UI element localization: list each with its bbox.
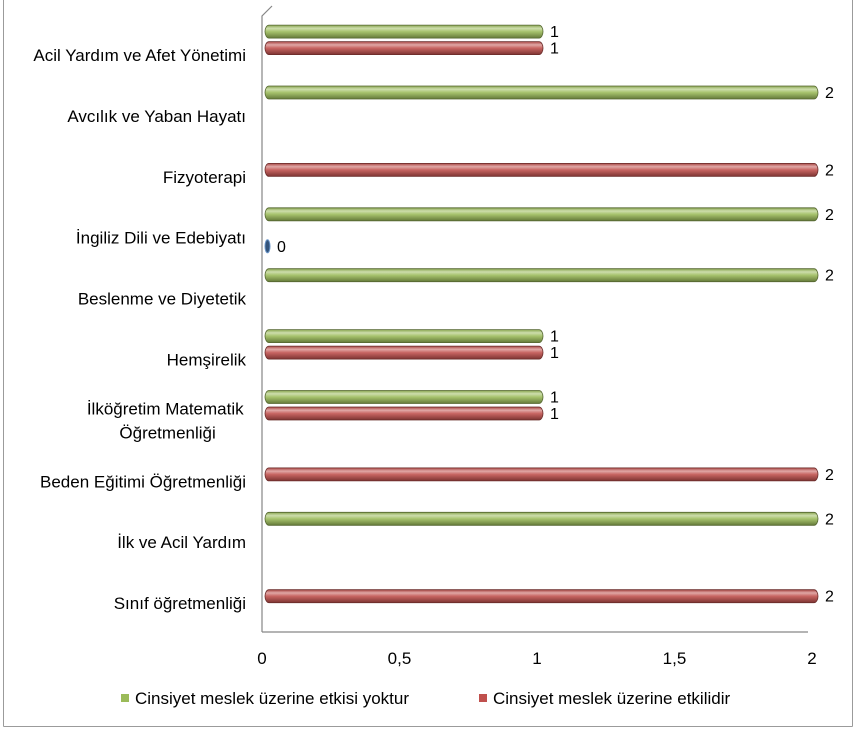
bar-series-2 bbox=[264, 345, 544, 360]
category-label: Fizyoterapi bbox=[163, 168, 246, 187]
data-label: 2 bbox=[825, 589, 834, 606]
bar-series-2 bbox=[264, 406, 544, 421]
bar-series-2 bbox=[264, 589, 819, 604]
category-label: Avcılık ve Yaban Hayatı bbox=[67, 107, 246, 126]
bar-series-2 bbox=[264, 467, 819, 482]
data-label: 1 bbox=[550, 406, 559, 423]
category-label: Hemşirelik bbox=[167, 351, 247, 370]
x-tick-label: 0 bbox=[257, 649, 266, 668]
bar-series bbox=[264, 24, 819, 604]
category-axis-labels: Acil Yardım ve Afet Yönetimi Avcılık ve Y… bbox=[33, 46, 248, 613]
bar-series-1 bbox=[264, 511, 819, 526]
data-label: 2 bbox=[825, 268, 834, 285]
category-label: Sınıf öğretmenliği bbox=[114, 594, 246, 613]
x-tick-label: 2 bbox=[807, 649, 816, 668]
data-label: 1 bbox=[550, 390, 559, 407]
bar-series-2 bbox=[264, 41, 544, 55]
data-label: 1 bbox=[550, 345, 559, 362]
plot-area bbox=[261, 5, 808, 633]
category-label: Beslenme ve Diyetetik bbox=[78, 290, 247, 309]
bar-series-1 bbox=[264, 207, 819, 222]
data-label: 2 bbox=[825, 85, 834, 102]
bar-series-1 bbox=[264, 390, 544, 404]
data-label: 1 bbox=[550, 41, 559, 58]
category-label: İlk ve Acil Yardım bbox=[117, 533, 246, 552]
category-label: İngiliz Dili ve Edebiyatı bbox=[76, 229, 246, 248]
category-axis-line bbox=[261, 5, 273, 632]
bar-series-3 bbox=[264, 239, 271, 254]
data-label: 2 bbox=[825, 467, 834, 484]
legend-label-etkisi-yoktur: Cinsiyet meslek üzerine etkisi yoktur bbox=[135, 689, 409, 708]
data-label: 2 bbox=[825, 207, 834, 224]
value-axis-tick-labels: 0 0,5 1 1,5 2 bbox=[257, 649, 816, 668]
bar-series-1 bbox=[264, 85, 819, 100]
data-label: 2 bbox=[825, 511, 834, 528]
legend-label-etkilidir: Cinsiyet meslek üzerine etkilidir bbox=[493, 689, 730, 708]
legend-item-etkilidir: Cinsiyet meslek üzerine etkilidir bbox=[479, 689, 730, 708]
data-label: 0 bbox=[277, 239, 286, 256]
data-label: 1 bbox=[550, 24, 559, 41]
category-label: Acil Yardım ve Afet Yönetimi bbox=[33, 46, 246, 65]
bar-series-2 bbox=[264, 162, 819, 177]
chart-border bbox=[3, 0, 853, 727]
x-tick-label: 1 bbox=[532, 649, 541, 668]
x-tick-label: 1,5 bbox=[663, 649, 687, 668]
bar-series-1 bbox=[264, 329, 544, 344]
x-tick-label: 0,5 bbox=[388, 649, 412, 668]
data-label: 1 bbox=[550, 329, 559, 346]
category-label: İlköğretim Matematik Öğretmenliği bbox=[87, 399, 249, 442]
data-label: 2 bbox=[825, 162, 834, 179]
bar-series-1 bbox=[264, 268, 819, 283]
bar-series-1 bbox=[264, 24, 544, 39]
legend: Cinsiyet meslek üzerine etkisi yoktur Ci… bbox=[121, 689, 730, 708]
legend-swatch-red bbox=[479, 694, 487, 702]
legend-item-etkisi-yoktur: Cinsiyet meslek üzerine etkisi yoktur bbox=[121, 689, 409, 708]
category-label: Beden Eğitimi Öğretmenliği bbox=[40, 472, 246, 491]
legend-swatch-green bbox=[121, 694, 129, 702]
